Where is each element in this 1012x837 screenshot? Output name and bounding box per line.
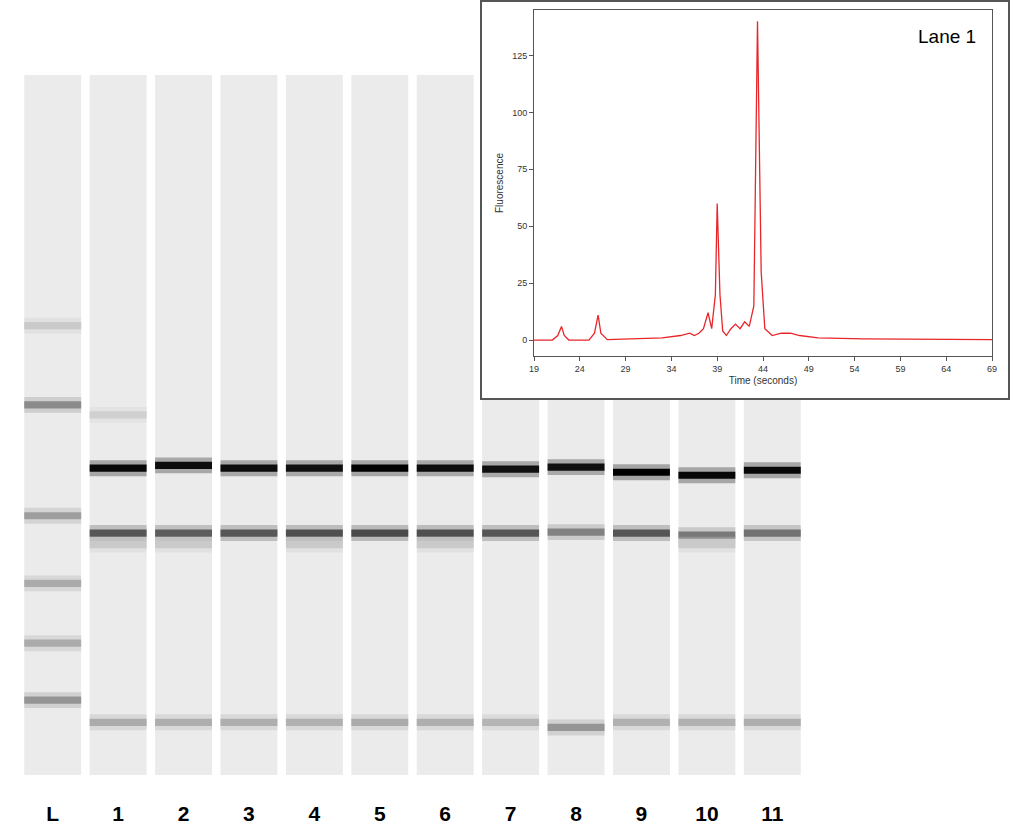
svg-text:9: 9 (636, 802, 648, 825)
svg-text:L: L (46, 802, 59, 825)
svg-text:34: 34 (666, 364, 676, 374)
svg-text:44: 44 (758, 364, 768, 374)
svg-text:24: 24 (575, 364, 585, 374)
svg-text:Fluorescence: Fluorescence (494, 153, 505, 213)
svg-text:2: 2 (178, 802, 190, 825)
svg-text:125: 125 (512, 51, 527, 61)
svg-text:100: 100 (512, 108, 527, 118)
svg-text:5: 5 (374, 802, 386, 825)
svg-text:69: 69 (987, 364, 997, 374)
svg-text:6: 6 (439, 802, 451, 825)
svg-text:0: 0 (522, 335, 527, 345)
svg-text:19: 19 (529, 364, 539, 374)
svg-text:59: 59 (895, 364, 905, 374)
svg-text:11: 11 (761, 802, 784, 825)
svg-text:64: 64 (941, 364, 951, 374)
svg-text:1: 1 (112, 802, 124, 825)
svg-text:4: 4 (309, 802, 321, 825)
svg-text:25: 25 (517, 278, 527, 288)
svg-text:49: 49 (804, 364, 814, 374)
svg-text:Lane 1: Lane 1 (918, 26, 976, 47)
svg-text:7: 7 (505, 802, 517, 825)
svg-text:54: 54 (850, 364, 860, 374)
svg-text:50: 50 (517, 221, 527, 231)
svg-text:8: 8 (570, 802, 582, 825)
svg-text:39: 39 (712, 364, 722, 374)
svg-text:75: 75 (517, 164, 527, 174)
svg-text:29: 29 (621, 364, 631, 374)
svg-text:3: 3 (243, 802, 255, 825)
svg-text:Time (seconds): Time (seconds) (729, 375, 798, 386)
svg-text:10: 10 (695, 802, 718, 825)
